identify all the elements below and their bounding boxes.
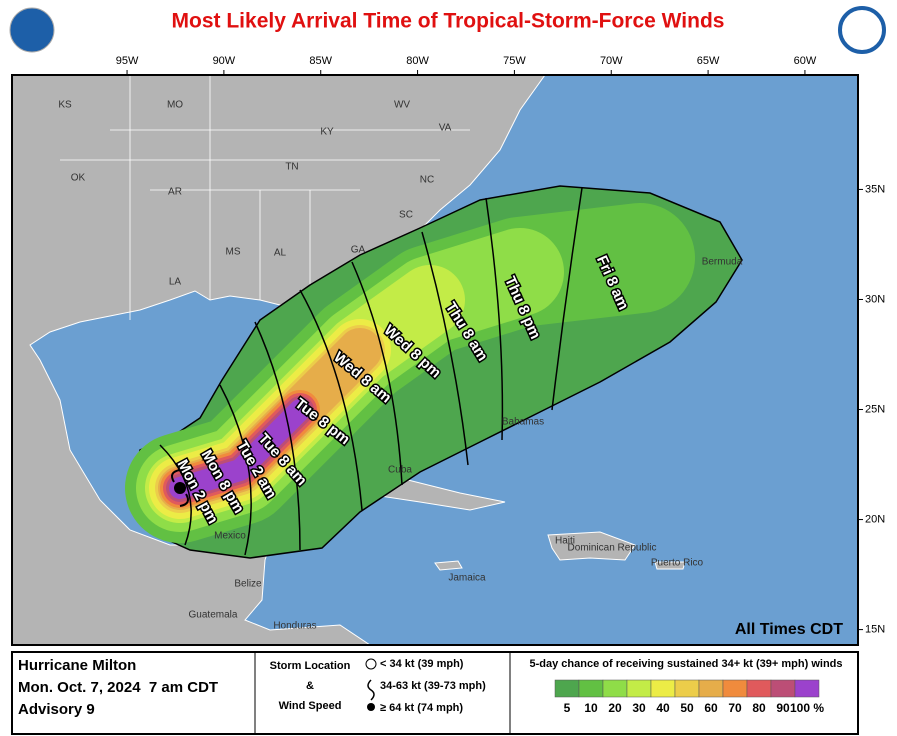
speed-label: ≥ 64 kt (74 mph): [380, 702, 463, 714]
state-label: TN: [285, 162, 298, 173]
hispaniola-land: [547, 531, 636, 561]
place-label: Belize: [234, 579, 262, 590]
place-label: Bermuda: [702, 257, 743, 268]
scale-swatch: [602, 679, 628, 698]
scale-swatch: [578, 679, 604, 698]
y-tick-label: 35N: [865, 183, 885, 195]
x-tick-label: 85W: [309, 55, 332, 67]
speed-label: < 34 kt (39 mph): [380, 658, 464, 670]
x-tick-label: 80W: [406, 55, 429, 67]
state-label: MO: [167, 100, 183, 111]
state-label: KS: [58, 100, 72, 111]
borders: [60, 75, 470, 320]
scale-swatch: [674, 679, 700, 698]
scale-label: 50: [680, 701, 694, 715]
place-label: Haiti: [555, 536, 575, 547]
legend-box: Hurricane Milton Mon. Oct. 7, 2024 7 am …: [11, 651, 859, 735]
scale-label: 20: [608, 701, 622, 715]
scale-swatch: [626, 679, 652, 698]
state-label: VA: [439, 123, 452, 134]
scale-swatch: [554, 679, 580, 698]
scale-label: 10: [584, 701, 598, 715]
state-label: OK: [71, 173, 86, 184]
state-label: SC: [399, 210, 413, 221]
place-label: Bahamas: [502, 417, 544, 428]
state-label: AL: [274, 248, 287, 259]
symbol-high: [367, 703, 375, 711]
state-label: WV: [394, 100, 410, 111]
scale-swatch: [770, 679, 796, 698]
place-label: Guatemala: [189, 610, 238, 621]
scale-label: 60: [704, 701, 718, 715]
scale-label: 70: [728, 701, 742, 715]
chance-title: 5-day chance of receiving sustained 34+ …: [530, 658, 843, 670]
cone-band: [169, 399, 311, 499]
color-scale: 5 10 20 30 40 50 60 70 80 90 100 %: [554, 679, 824, 715]
scale-label: 5: [564, 701, 571, 715]
x-tick-label: 90W: [213, 55, 236, 67]
x-tick-label: 95W: [116, 55, 139, 67]
state-label: AR: [168, 187, 182, 198]
place-label: Jamaica: [448, 573, 486, 584]
place-label: Puerto Rico: [651, 558, 704, 569]
state-label: MS: [226, 247, 241, 258]
symbol-mid: [367, 679, 375, 701]
nws-logo: [838, 6, 886, 54]
advisory-number: Advisory 9: [18, 701, 95, 718]
and-label: &: [306, 680, 314, 692]
storm-symbol: [171, 469, 189, 507]
noaa-logo: [9, 7, 55, 53]
symbol-low: [365, 658, 377, 670]
scale-swatch: [746, 679, 772, 698]
state-label: GA: [351, 245, 366, 256]
place-label: Honduras: [273, 621, 316, 632]
scale-swatch: [650, 679, 676, 698]
scale-swatch: [794, 679, 820, 698]
y-tick-label: 20N: [865, 513, 885, 525]
jamaica-land: [434, 560, 463, 571]
map: All Times CDT 95W 90W 85W 80W 75W 70W 65W 60W 35…: [11, 55, 885, 646]
scale-swatch: [698, 679, 724, 698]
place-label: Mexico: [214, 531, 246, 542]
wind-speed-label: Wind Speed: [279, 700, 342, 712]
x-tick-label: 70W: [600, 55, 623, 67]
time-lines: [159, 187, 583, 556]
storm-location-label: Storm Location: [270, 660, 351, 672]
map-frame: [11, 74, 859, 646]
storm-name: Hurricane Milton: [18, 657, 136, 674]
place-label: Dominican Republic: [568, 543, 657, 554]
x-tick-label: 65W: [697, 55, 720, 67]
place-label: Cuba: [388, 465, 412, 476]
advisory-date: Mon. Oct. 7, 2024 7 am CDT: [18, 679, 218, 696]
probability-cone: [125, 185, 743, 559]
speed-label: 34-63 kt (39-73 mph): [380, 680, 486, 692]
y-tick-label: 30N: [865, 293, 885, 305]
scale-label: 30: [632, 701, 646, 715]
state-label: KY: [320, 127, 334, 138]
scale-label: 80: [752, 701, 766, 715]
x-tick-label: 60W: [794, 55, 817, 67]
puerto-rico-land: [654, 561, 686, 570]
scale-label: 90: [776, 701, 790, 715]
scale-swatch: [722, 679, 748, 698]
title: Most Likely Arrival Time of Tropical-Sto…: [172, 10, 725, 33]
scale-label: 100 %: [790, 701, 824, 715]
x-tick-label: 75W: [503, 55, 526, 67]
time-note: All Times CDT: [735, 621, 843, 638]
state-label: LA: [169, 277, 182, 288]
scale-label: 40: [656, 701, 670, 715]
y-tick-label: 25N: [865, 403, 885, 415]
state-label: NC: [420, 175, 434, 186]
y-tick-label: 15N: [865, 624, 885, 636]
